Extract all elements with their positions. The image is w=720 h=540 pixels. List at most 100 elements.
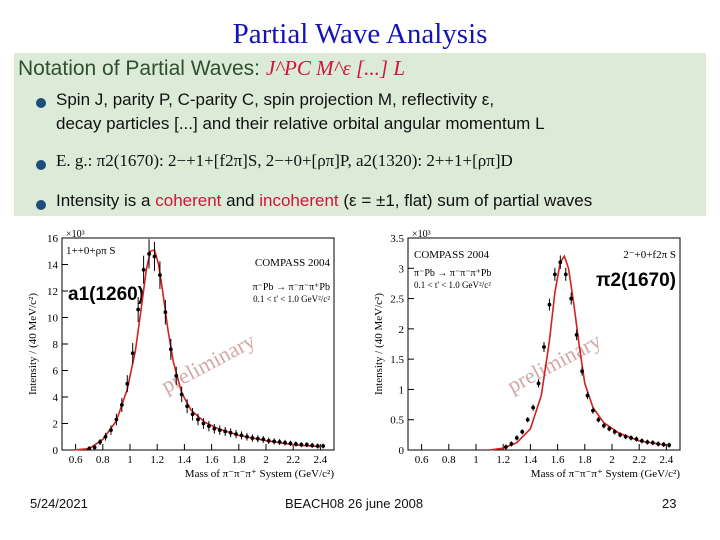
data-point xyxy=(601,423,606,428)
x-axis-label: Mass of π⁻π⁻π⁺ System (GeV/c²) xyxy=(531,468,681,480)
data-point xyxy=(607,426,612,431)
notation-heading-text: Notation of Partial Waves: xyxy=(18,57,260,80)
resonance-label: a1(1260) xyxy=(68,284,144,305)
data-point xyxy=(239,433,244,438)
x-axis-label: Mass of π⁻π⁻π⁺ System (GeV/c²) xyxy=(185,468,335,480)
y-tick-label: 0.5 xyxy=(390,415,404,427)
data-point xyxy=(310,443,315,448)
data-point xyxy=(552,272,557,277)
data-point xyxy=(125,381,130,386)
x-tick-label: 2.2 xyxy=(632,454,646,466)
bullet3-and: and xyxy=(226,191,255,210)
footer-date: 5/24/2021 xyxy=(30,496,88,511)
x-tick-label: 1.4 xyxy=(178,454,192,466)
data-point xyxy=(250,436,255,440)
data-point xyxy=(190,412,195,417)
notation-heading: Notation of Partial Waves: J^PC M^ε [...… xyxy=(18,56,405,81)
bullet-line-1a: Spin J, parity P, C-parity C, spin proje… xyxy=(56,90,495,109)
wave-label: 2⁻+0+f2π S xyxy=(623,249,676,261)
x-tick-label: 1.2 xyxy=(150,454,164,466)
data-point xyxy=(661,442,666,447)
experiment-label: COMPASS 2004 xyxy=(255,257,331,269)
data-point xyxy=(618,432,623,437)
data-point xyxy=(525,417,530,422)
data-point xyxy=(87,446,92,451)
bullet-line-2: E. g.: π2(1670): 2−+1+[f2π]S, 2−+0+[ρπ]P… xyxy=(56,151,513,170)
data-point xyxy=(98,440,102,444)
x-tick-label: 2.4 xyxy=(660,454,674,466)
resonance-label: π2(1670) xyxy=(596,270,676,291)
slide-title: Partial Wave Analysis xyxy=(232,18,488,50)
bullet3-text-a: Intensity is a xyxy=(56,191,151,210)
data-point xyxy=(650,440,655,445)
data-point xyxy=(217,428,222,433)
data-point xyxy=(634,437,639,441)
experiment-label: COMPASS 2004 xyxy=(414,249,490,261)
bullet-icon xyxy=(36,160,46,170)
data-point xyxy=(288,441,293,446)
data-point xyxy=(196,417,200,422)
x-tick-label: 1.8 xyxy=(232,454,246,466)
y-tick-label: 14 xyxy=(47,260,59,272)
data-point xyxy=(179,392,184,397)
data-point xyxy=(228,430,233,435)
data-point xyxy=(119,403,124,407)
y-tick-label: 2 xyxy=(399,324,405,336)
x-tick-label: 2 xyxy=(263,454,269,466)
x-tick-label: 1.6 xyxy=(205,454,219,466)
data-point xyxy=(531,405,536,410)
data-point xyxy=(174,373,179,378)
data-point xyxy=(315,444,320,448)
y-tick-label: 4 xyxy=(53,392,59,404)
y-tick-label: 0 xyxy=(53,445,59,457)
data-point xyxy=(245,434,249,439)
data-point xyxy=(109,428,113,433)
x-tick-label: 1 xyxy=(473,454,479,466)
x-tick-label: 0.6 xyxy=(69,454,83,466)
axis-multiplier: ×10³ xyxy=(412,229,431,240)
bullet3-incoherent: incoherent xyxy=(259,191,339,210)
data-point xyxy=(585,393,590,398)
data-point xyxy=(141,267,146,272)
bullet3-coherent: coherent xyxy=(155,191,222,210)
data-point xyxy=(283,440,287,445)
y-tick-label: 1.5 xyxy=(390,354,404,366)
data-point xyxy=(130,351,135,356)
data-point xyxy=(299,442,304,447)
axis-multiplier: ×10³ xyxy=(66,229,85,240)
bullet3-text-b: (ε = ±1, flat) sum of partial waves xyxy=(343,191,593,210)
x-tick-label: 0.8 xyxy=(96,454,110,466)
t-range-label: 0.1 < t' < 1.0 GeV²/c² xyxy=(253,294,330,304)
data-point xyxy=(563,272,568,277)
data-point xyxy=(255,436,260,441)
data-point xyxy=(569,296,574,301)
data-point xyxy=(114,417,119,422)
x-tick-label: 1.4 xyxy=(524,454,538,466)
data-point xyxy=(158,273,162,277)
data-point xyxy=(623,434,628,439)
y-tick-label: 0 xyxy=(399,445,405,457)
data-point xyxy=(272,439,277,444)
y-tick-label: 8 xyxy=(53,339,59,351)
data-point xyxy=(201,421,206,426)
y-tick-label: 2 xyxy=(53,419,59,431)
data-point xyxy=(136,307,141,312)
bullet-line-1b: decay particles [...] and their relative… xyxy=(56,114,545,133)
bullet-line-3: Intensity is a coherent and incoherent (… xyxy=(56,191,592,211)
fit-curve xyxy=(489,254,667,451)
data-point xyxy=(277,440,282,444)
reaction-label: π⁻Pb → π⁻π⁻π⁺Pb xyxy=(414,268,491,279)
data-point xyxy=(514,435,519,440)
reaction-label: π⁻Pb → π⁻π⁻π⁺Pb xyxy=(253,282,330,293)
data-point xyxy=(580,369,584,374)
y-tick-label: 16 xyxy=(47,233,59,245)
y-tick-label: 3 xyxy=(399,263,405,275)
data-point xyxy=(304,442,309,447)
y-tick-label: 6 xyxy=(53,366,59,378)
data-point xyxy=(294,442,298,446)
data-point xyxy=(574,333,579,337)
data-point xyxy=(147,252,151,256)
data-point xyxy=(629,435,633,440)
data-point xyxy=(645,440,650,445)
data-point xyxy=(152,254,157,259)
